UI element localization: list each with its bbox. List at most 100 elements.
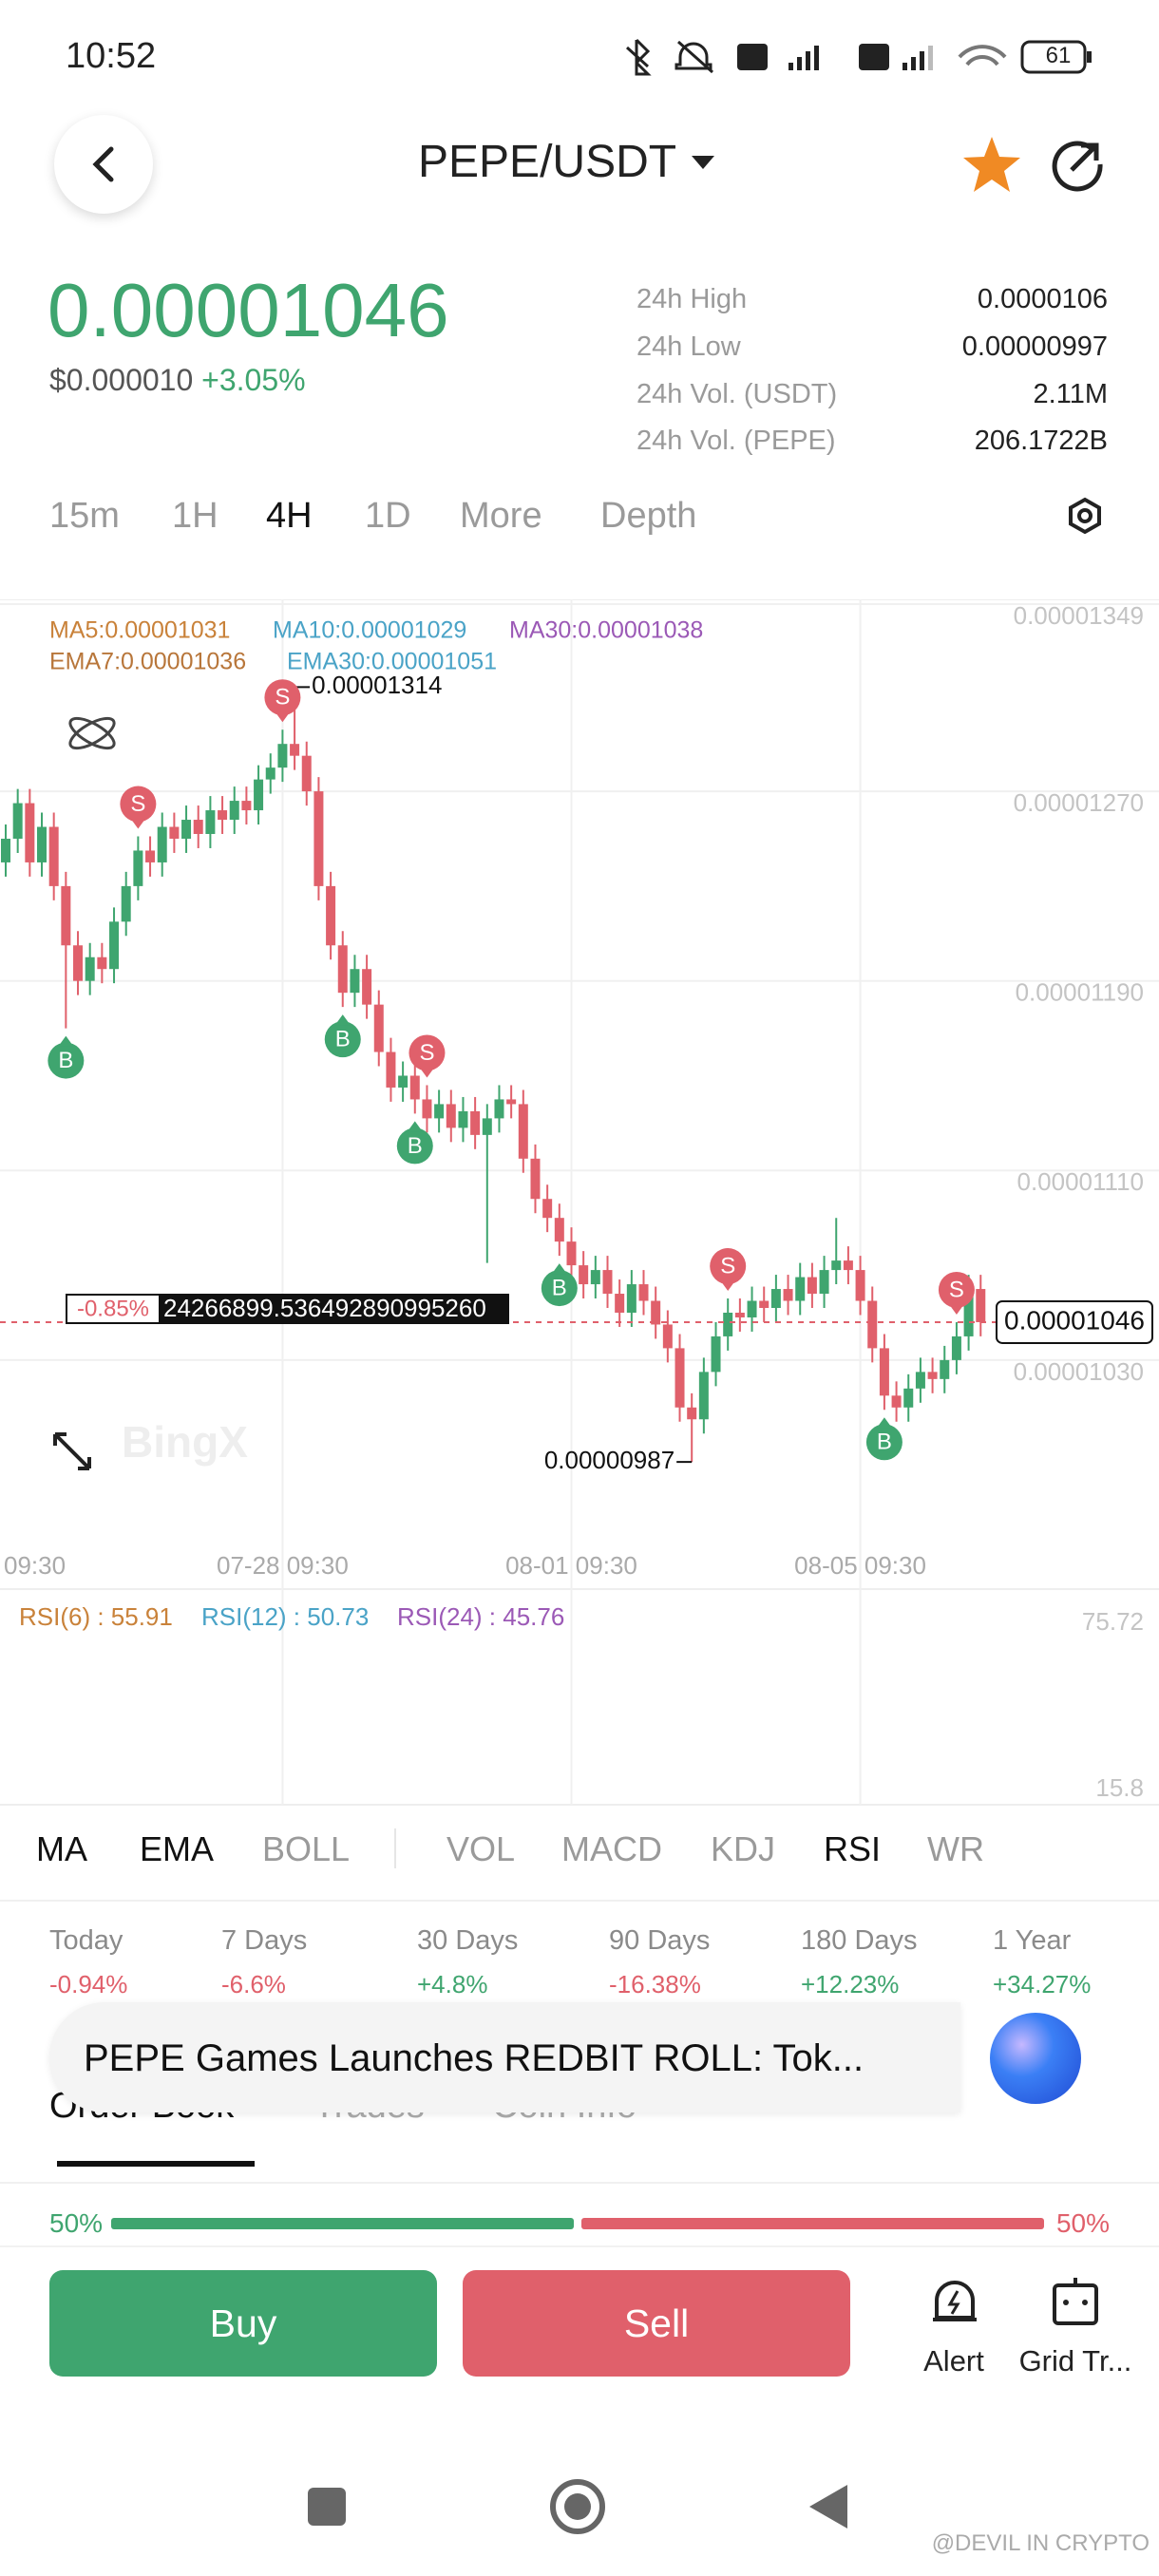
candle-body bbox=[626, 1284, 636, 1313]
indicator-tab[interactable]: VOL bbox=[446, 1829, 516, 1868]
timeframe-tab[interactable]: 1D bbox=[365, 496, 411, 536]
candle-body bbox=[386, 1051, 396, 1088]
grid-icon[interactable] bbox=[1049, 2276, 1102, 2329]
signal-marker bbox=[396, 1127, 433, 1165]
buy-ratio-bar bbox=[111, 2218, 574, 2229]
stat-value: 0.0000106 bbox=[977, 284, 1108, 314]
assistant-orb[interactable] bbox=[983, 2006, 1088, 2111]
candle-body bbox=[157, 826, 167, 862]
candle-body bbox=[554, 1218, 564, 1242]
ma-legend: MA30:0.00001038 bbox=[509, 617, 703, 644]
chart-settings[interactable] bbox=[1066, 497, 1104, 535]
perf-value: +12.23% bbox=[801, 1970, 900, 1998]
signal-pointer bbox=[551, 1263, 567, 1275]
pair-title[interactable]: PEPE/USDT bbox=[418, 137, 677, 187]
signal-label: B bbox=[335, 1026, 351, 1051]
candle-body bbox=[590, 1270, 600, 1285]
timeframe-tab[interactable]: More bbox=[460, 496, 542, 536]
candle-body bbox=[734, 1312, 745, 1317]
usd-value: $0.000010 bbox=[49, 363, 194, 397]
perf-value: -16.38% bbox=[609, 1970, 701, 1998]
timeframe-tab[interactable]: 15m bbox=[49, 496, 120, 536]
crosshair-change: -0.85% bbox=[77, 1296, 149, 1321]
credit: @DEVIL IN CRYPTO bbox=[931, 2530, 1150, 2556]
signal-marker bbox=[264, 679, 301, 716]
candle-body bbox=[254, 779, 264, 811]
perf-value: -6.6% bbox=[221, 1970, 286, 1998]
timeframe-tab-active[interactable]: 4H bbox=[266, 496, 313, 536]
candle-body bbox=[350, 969, 360, 994]
stat-value: 0.00000997 bbox=[961, 331, 1108, 362]
dropdown-arrow[interactable] bbox=[690, 152, 718, 175]
signal-pointer bbox=[419, 1067, 435, 1078]
candle-body bbox=[759, 1300, 770, 1308]
candle-body bbox=[506, 1099, 517, 1105]
candle-body bbox=[409, 1075, 420, 1100]
indicator-tab[interactable]: MA bbox=[36, 1829, 87, 1868]
candle-body bbox=[193, 820, 203, 835]
perf-value: +34.27% bbox=[993, 1970, 1092, 1998]
tab-underline bbox=[57, 2161, 255, 2167]
rsi-tick-label: 15.8 bbox=[1095, 1773, 1144, 1802]
signal-marker bbox=[408, 1034, 446, 1071]
y-tick-label: 0.00001030 bbox=[1014, 1357, 1144, 1386]
y-tick-label: 0.00001190 bbox=[1016, 978, 1144, 1007]
crosshair-change-box bbox=[67, 1296, 159, 1322]
grid-label[interactable]: Grid Tr... bbox=[1018, 2344, 1132, 2377]
signal-marker bbox=[710, 1248, 747, 1285]
candle-body bbox=[783, 1289, 793, 1301]
candle-body bbox=[819, 1270, 829, 1295]
candle-body bbox=[301, 755, 312, 792]
candle-body bbox=[698, 1372, 709, 1420]
indicator-tab[interactable]: WR bbox=[927, 1829, 984, 1868]
signal-marker bbox=[48, 1042, 85, 1079]
candle-body bbox=[337, 945, 348, 994]
candle-body bbox=[494, 1099, 504, 1119]
expand-icon bbox=[53, 1432, 91, 1470]
signal-marker bbox=[865, 1424, 902, 1461]
signal-label: B bbox=[58, 1048, 73, 1073]
alert-label[interactable]: Alert bbox=[923, 2344, 984, 2377]
candle-body bbox=[169, 826, 180, 839]
candle-body bbox=[674, 1348, 685, 1408]
candle-body bbox=[121, 885, 131, 922]
perf-label: 7 Days bbox=[221, 1925, 308, 1956]
timeframe-tab[interactable]: Depth bbox=[600, 496, 697, 536]
candle-body bbox=[265, 767, 276, 780]
indicator-tab[interactable]: KDJ bbox=[711, 1829, 776, 1868]
x-tick-label: 09:30 bbox=[4, 1551, 66, 1580]
rsi-tick-label: 75.72 bbox=[1082, 1607, 1144, 1636]
candle-body bbox=[73, 945, 84, 981]
candle-body bbox=[807, 1277, 817, 1295]
news-banner[interactable]: PEPE Games Launches REDBIT ROLL: Tok... bbox=[49, 2002, 960, 2112]
timeframe-tab[interactable]: 1H bbox=[172, 496, 218, 536]
candle-body bbox=[422, 1099, 432, 1119]
indicator-tab[interactable]: MACD bbox=[561, 1829, 662, 1868]
signal-label: S bbox=[130, 791, 145, 817]
signal-label: S bbox=[275, 685, 290, 710]
y-tick-label: 0.00001270 bbox=[1014, 788, 1144, 817]
divider bbox=[0, 1900, 1159, 1902]
signal-marker bbox=[324, 1021, 361, 1058]
ratio-bar bbox=[111, 2218, 1044, 2229]
candle-body bbox=[687, 1407, 697, 1420]
signal-label: B bbox=[552, 1275, 567, 1300]
back-button[interactable] bbox=[54, 115, 153, 214]
favorite-star[interactable] bbox=[961, 135, 1022, 194]
status-time: 10:52 bbox=[66, 36, 157, 76]
candle-body bbox=[566, 1241, 577, 1266]
indicator-tab[interactable]: RSI bbox=[824, 1829, 882, 1868]
buy-button[interactable]: Buy bbox=[49, 2270, 437, 2377]
candle-body bbox=[181, 820, 192, 839]
perf-label: 1 Year bbox=[993, 1925, 1072, 1956]
share-button[interactable] bbox=[1049, 136, 1106, 193]
candle-body bbox=[434, 1104, 445, 1119]
alert-icon[interactable] bbox=[929, 2276, 980, 2329]
perf-label: 90 Days bbox=[609, 1925, 711, 1956]
ma-legend: MA5:0.00001031 bbox=[49, 617, 230, 644]
news-text[interactable]: PEPE Games Launches REDBIT ROLL: Tok... bbox=[84, 2037, 864, 2079]
candle-body bbox=[940, 1359, 950, 1379]
indicator-tab[interactable]: BOLL bbox=[262, 1829, 351, 1868]
indicator-tab[interactable]: EMA bbox=[140, 1829, 215, 1868]
sell-button[interactable]: Sell bbox=[463, 2270, 850, 2377]
